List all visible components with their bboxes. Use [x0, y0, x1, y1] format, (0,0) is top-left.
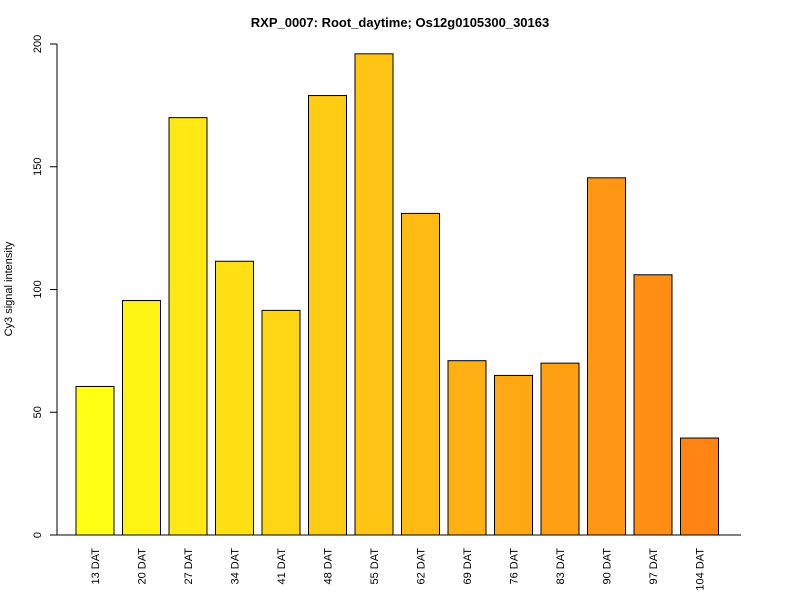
chart-title: RXP_0007: Root_daytime; Os12g0105300_301… — [251, 15, 549, 30]
bars-group — [75, 53, 719, 536]
bar-20-dat — [122, 300, 161, 536]
bar-76-dat — [494, 374, 533, 536]
x-category-label: 34 DAT — [230, 548, 242, 585]
x-category-label: 55 DAT — [369, 548, 381, 585]
bar-55-dat — [354, 53, 394, 536]
bar-34-dat — [215, 260, 254, 536]
x-category-label: 48 DAT — [323, 548, 335, 585]
x-category-label: 76 DAT — [509, 548, 521, 585]
bar-27-dat — [168, 117, 208, 536]
x-category-label: 20 DAT — [137, 548, 149, 585]
bar-69-dat — [447, 360, 487, 536]
x-category-label: 13 DAT — [90, 548, 102, 585]
bar-90-dat — [587, 177, 626, 536]
category-labels: 13 DAT 20 DAT 27 DAT 34 DAT 41 DAT 48 DAT 55 D… — [90, 548, 707, 591]
bar-62-dat — [401, 212, 440, 536]
y-tick-label: 150 — [32, 158, 44, 176]
x-category-label: 62 DAT — [416, 548, 428, 585]
bar-97-dat — [633, 274, 673, 536]
x-category-label: 83 DAT — [555, 548, 567, 585]
y-tick-label: 200 — [32, 35, 44, 53]
x-category-label: 97 DAT — [648, 548, 660, 585]
x-category-label: 27 DAT — [183, 548, 195, 585]
bar-83-dat — [540, 362, 580, 536]
bar-48-dat — [308, 95, 347, 536]
x-category-label: 41 DAT — [276, 548, 288, 585]
y-axis: 0 50 100 150 200 — [32, 35, 58, 538]
y-tick-label: 50 — [32, 406, 44, 418]
y-tick-label: 0 — [32, 532, 44, 538]
bar-104-dat — [680, 437, 719, 536]
y-axis-title: Cy3 signal intensity — [3, 241, 15, 336]
x-category-label: 69 DAT — [462, 548, 474, 585]
y-tick-label: 100 — [32, 280, 44, 298]
x-category-label: 104 DAT — [695, 548, 707, 591]
x-category-label: 90 DAT — [602, 548, 614, 585]
bar-41-dat — [261, 309, 301, 536]
bar-13-dat — [75, 385, 115, 536]
